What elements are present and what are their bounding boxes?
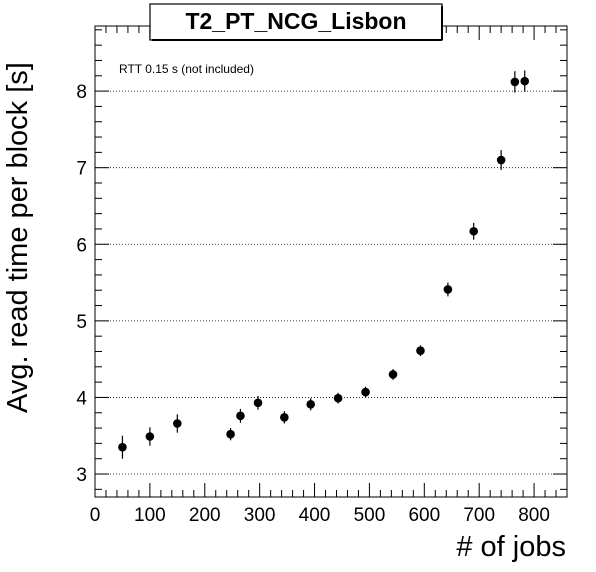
data-point (510, 71, 520, 93)
annotation: RTT 0.15 s (not included) (119, 62, 254, 76)
plot-frame (94, 25, 568, 498)
data-point (361, 386, 370, 398)
marker (443, 285, 453, 294)
marker (333, 393, 343, 403)
data-point (306, 398, 315, 411)
marker (236, 411, 245, 421)
data-point (173, 414, 182, 433)
x-tick-label: 800 (518, 505, 550, 526)
marker (226, 429, 235, 439)
x-tick-label: 100 (134, 505, 166, 526)
x-tick-label: 500 (354, 505, 386, 526)
y-tick-label: 4 (76, 388, 87, 409)
marker (253, 398, 263, 408)
data-point (496, 150, 506, 170)
chart-title: T2_PT_NCG_Lisbon (185, 8, 406, 34)
marker (173, 419, 182, 428)
x-tick-label: 200 (189, 505, 221, 526)
y-tick-label: 8 (76, 82, 87, 103)
data-point (118, 435, 127, 459)
data-points (118, 70, 530, 459)
x-tick-label: 0 (90, 505, 101, 526)
marker (469, 226, 478, 236)
marker (496, 155, 506, 165)
data-point (333, 392, 343, 404)
marker (280, 413, 289, 422)
marker (388, 370, 398, 379)
marker (520, 76, 530, 86)
marker (306, 400, 315, 409)
data-point (520, 70, 530, 92)
tick-labels: 3 4 5 6 7 8 0 100 200 300 400 500 600 700 800 (76, 82, 549, 526)
data-point (145, 427, 155, 446)
data-point (226, 428, 235, 441)
axis-ticks (94, 26, 567, 497)
data-point (236, 408, 245, 423)
x-axis-title: # of jobs (456, 531, 566, 563)
data-point (388, 369, 398, 380)
marker (416, 346, 425, 356)
x-tick-label: 400 (299, 505, 331, 526)
y-tick-label: 5 (76, 312, 87, 333)
y-tick-label: 3 (76, 465, 87, 486)
x-tick-label: 300 (244, 505, 276, 526)
x-tick-label: 700 (463, 505, 495, 526)
data-point (280, 411, 289, 424)
data-point (416, 345, 425, 357)
marker (510, 77, 520, 87)
y-axis-title: Avg. read time per block [s] (2, 62, 34, 413)
marker (145, 432, 155, 441)
y-tick-label: 6 (76, 235, 87, 256)
x-tick-label: 600 (408, 505, 440, 526)
marker (361, 387, 370, 397)
data-point (443, 282, 453, 297)
grid-lines (95, 90, 567, 475)
data-point (469, 222, 478, 240)
data-point (253, 395, 263, 410)
title-box: T2_PT_NCG_Lisbon (149, 3, 443, 41)
y-tick-label: 7 (76, 159, 87, 180)
marker (118, 442, 127, 452)
